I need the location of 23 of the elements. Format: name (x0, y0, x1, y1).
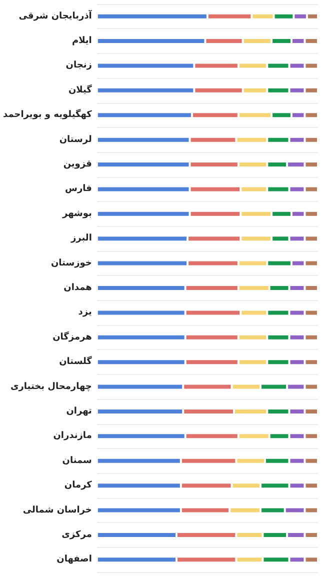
y-tick-label: خوزستان (50, 258, 92, 268)
y-tick-label: کرمان (64, 480, 93, 491)
y-tick-label: آذربایجان شرقی (18, 9, 93, 22)
y-tick-label: البرز (70, 234, 92, 244)
y-tick-label: همدان (64, 283, 92, 293)
y-tick-label: سمنان (62, 456, 92, 466)
y-tick-label: اصفهان (56, 554, 92, 565)
y-tick-label: زنجان (66, 60, 92, 71)
y-tick-label: کهگیلویه و بویراحمد (2, 108, 93, 120)
y-tick-label: مرکزی (62, 530, 92, 540)
y-tick-label: لرستان (59, 134, 92, 145)
y-tick-label: چهارمحال بختیاری (10, 382, 92, 392)
y-tick-label: مازندران (53, 431, 92, 442)
y-tick-label: ایلام (72, 36, 92, 46)
y-tick-label: گیلان (68, 83, 93, 96)
y-tick-label: قزوین (63, 160, 92, 170)
y-tick-label: بوشهر (61, 208, 92, 219)
y-tick-label: گلستان (59, 355, 93, 368)
y-tick-label: تهران (66, 406, 92, 416)
y-tick-label: فارس (65, 184, 92, 194)
y-tick-label: خراسان شمالی (22, 505, 92, 516)
y-tick-label: هرمزگان (52, 330, 92, 342)
y-tick-label: یزد (78, 308, 92, 318)
